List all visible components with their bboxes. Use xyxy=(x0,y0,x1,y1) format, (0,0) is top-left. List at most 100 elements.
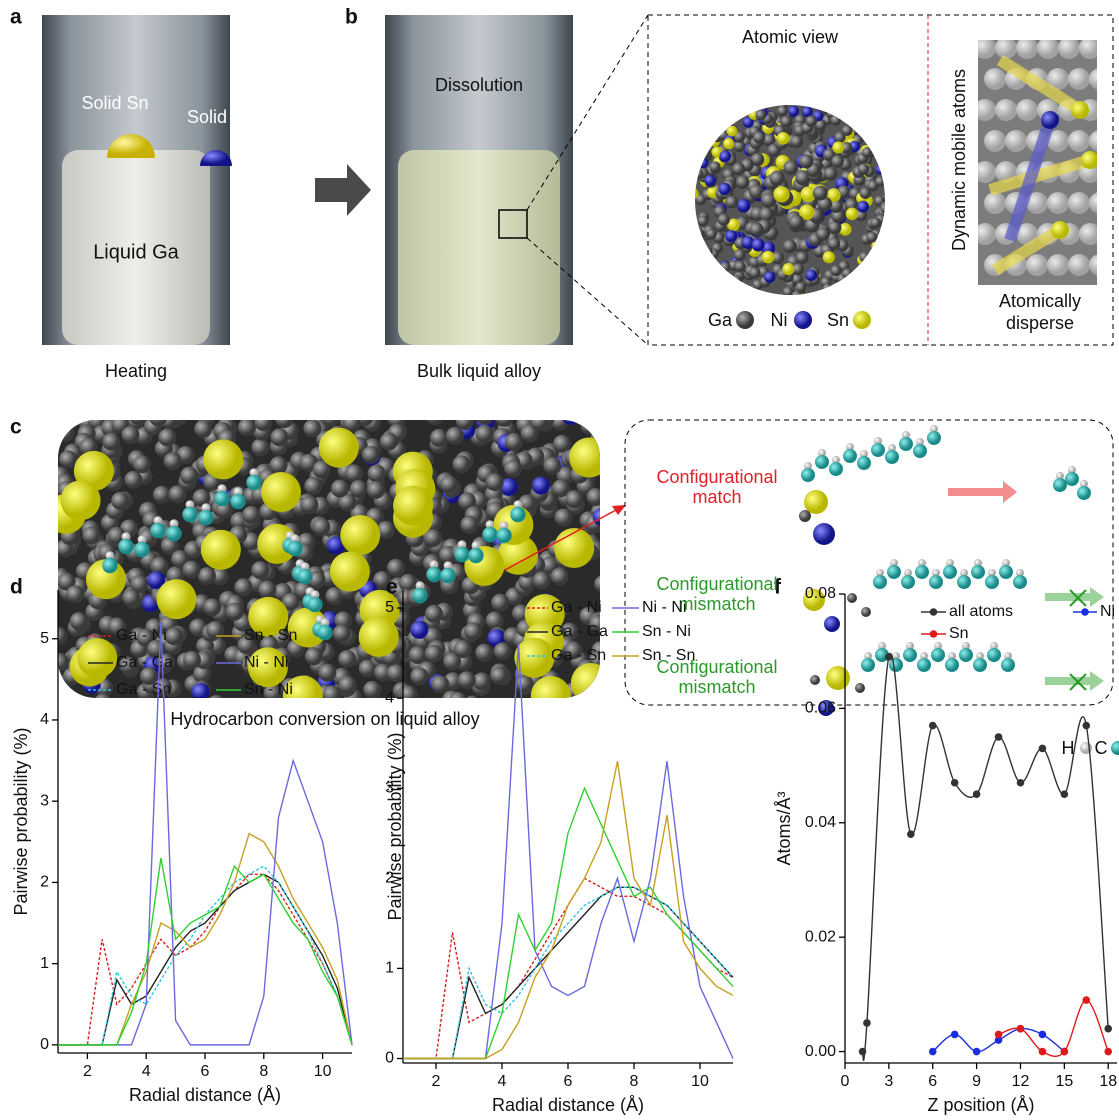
atom xyxy=(971,565,985,579)
label: mismatch xyxy=(678,594,755,614)
atom xyxy=(813,523,835,545)
y-tick-label: 0.02 xyxy=(805,928,836,945)
atom xyxy=(56,424,74,442)
atom xyxy=(201,530,241,570)
x-tick-label: 0 xyxy=(841,1073,850,1090)
atom xyxy=(562,696,580,714)
atom xyxy=(319,428,359,468)
atom xyxy=(843,449,857,463)
atom xyxy=(1053,478,1067,492)
atom xyxy=(899,437,913,451)
series-line xyxy=(999,1000,1109,1056)
x-tick-label: 8 xyxy=(259,1063,268,1080)
atom xyxy=(1016,99,1038,121)
atom xyxy=(871,443,885,457)
atom xyxy=(831,115,842,126)
y-tick-label: 3 xyxy=(40,792,49,809)
atom xyxy=(823,284,833,294)
atom xyxy=(330,552,370,592)
series-line xyxy=(403,887,733,1058)
atom xyxy=(430,429,448,447)
x-tick-label: 10 xyxy=(314,1063,332,1080)
atom xyxy=(505,433,523,451)
atom xyxy=(709,161,720,172)
atom xyxy=(42,520,60,538)
atom xyxy=(66,585,84,603)
atom xyxy=(169,485,187,503)
atom xyxy=(773,186,789,202)
atom xyxy=(41,597,59,615)
atom xyxy=(727,126,738,137)
series-line xyxy=(58,874,352,1045)
data-point xyxy=(973,790,981,798)
atom xyxy=(165,627,183,645)
atom xyxy=(593,508,611,526)
atom xyxy=(999,565,1013,579)
atom xyxy=(737,199,751,213)
atom xyxy=(340,515,380,555)
atom xyxy=(387,664,405,682)
atom xyxy=(734,261,745,272)
atom xyxy=(789,215,804,230)
atom xyxy=(885,450,899,464)
atom xyxy=(317,625,332,640)
vessel-a xyxy=(42,15,232,345)
atom xyxy=(929,575,943,589)
atom xyxy=(859,252,869,262)
atom xyxy=(842,268,853,279)
atom xyxy=(238,418,256,436)
atom xyxy=(597,437,615,455)
atom xyxy=(806,116,817,127)
legend-label: Ni xyxy=(771,310,788,330)
atom xyxy=(889,658,903,672)
atom xyxy=(804,490,828,514)
atom xyxy=(533,571,551,589)
atom xyxy=(700,148,710,158)
atom xyxy=(901,575,915,589)
atom xyxy=(862,147,873,158)
atom xyxy=(974,223,996,245)
atom xyxy=(359,617,399,657)
atom xyxy=(1079,223,1101,245)
x-tick-label: 6 xyxy=(928,1073,937,1090)
atom xyxy=(842,125,853,136)
atom xyxy=(720,262,731,273)
atom xyxy=(46,690,64,708)
atom xyxy=(945,658,959,672)
panel-label: e xyxy=(386,576,398,599)
atom xyxy=(792,291,802,301)
atom xyxy=(859,187,871,199)
atom xyxy=(569,438,609,478)
atom xyxy=(995,37,1017,59)
atom xyxy=(805,270,817,282)
atom xyxy=(858,163,869,174)
atom xyxy=(801,468,815,482)
atom xyxy=(917,658,931,672)
atom xyxy=(554,528,594,568)
atom xyxy=(490,667,508,685)
atom xyxy=(698,216,709,227)
atom xyxy=(1089,130,1111,152)
atom xyxy=(974,99,996,121)
atom xyxy=(1047,254,1069,276)
atom xyxy=(380,433,398,451)
atom xyxy=(246,475,261,490)
atom xyxy=(870,217,881,228)
data-point xyxy=(1017,779,1025,787)
atom xyxy=(750,222,764,236)
atom xyxy=(45,678,63,696)
atom xyxy=(815,455,829,469)
atom xyxy=(449,692,467,710)
label: Solid Sn xyxy=(81,93,148,113)
atom xyxy=(543,457,561,475)
atom xyxy=(987,648,1001,662)
legend-marker xyxy=(930,630,938,638)
atom xyxy=(510,507,525,522)
atom xyxy=(410,667,428,685)
legend-label: Ni xyxy=(1100,603,1115,620)
atom xyxy=(732,163,745,176)
data-point xyxy=(907,830,915,838)
atom xyxy=(82,526,100,544)
atom xyxy=(957,575,971,589)
atom xyxy=(753,131,765,143)
